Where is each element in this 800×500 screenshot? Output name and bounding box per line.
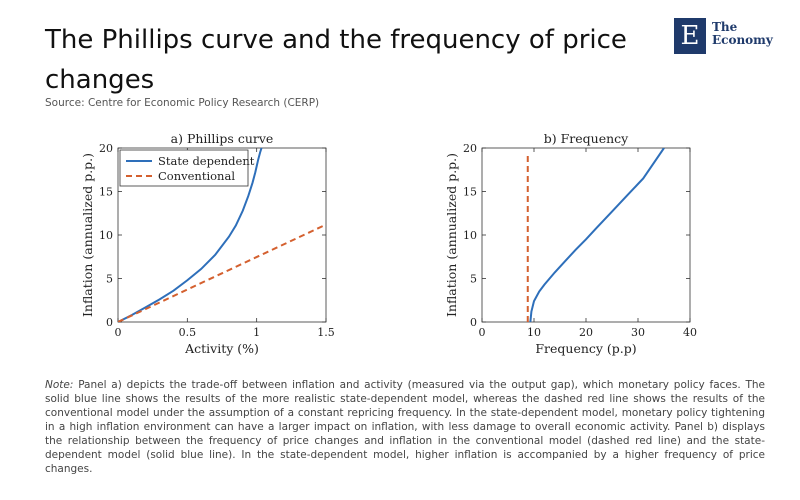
panel-b-frequency: b) Frequency 0 10 20 30 40 0 5 10 15 20 Frequency (… (444, 131, 697, 356)
panel-b-chart-title: b) Frequency (544, 131, 629, 146)
panel-a-y-tick-label: 10 (99, 229, 113, 242)
panel-b-x-tick-label: 40 (683, 326, 697, 339)
page-title: The Phillips curve and the frequency of … (45, 25, 627, 95)
panel-a-y-tick-label: 15 (99, 186, 113, 199)
charts-figure: a) Phillips curve 0 0.5 1 1.5 0 5 10 15 20 Activit… (80, 131, 697, 356)
the-economy-logo: E The Economy (674, 18, 774, 58)
note-label: Note: (45, 379, 74, 391)
panel-b-x-axis-label: Frequency (p.p) (535, 341, 636, 356)
source-line: Source: Centre for Economic Policy Resea… (45, 97, 320, 109)
panel-a-y-tick-label: 20 (99, 142, 113, 155)
panel-a-legend-box (119, 149, 249, 187)
panel-b-y-tick-label: 15 (463, 186, 477, 199)
panel-b-y-axis-label: Inflation (annualized p.p.) (444, 153, 459, 317)
panel-a-series-line-conventional (118, 223, 326, 322)
logo-text-line2: Economy (712, 33, 773, 47)
panel-b-y-tick-label: 5 (470, 273, 477, 286)
panel-a-y-tick-label: 0 (106, 316, 113, 329)
panel-a-y-axis-label: Inflation (annualized p.p.) (80, 153, 95, 317)
panel-a-x-axis-label: Activity (%) (184, 341, 259, 356)
note-text: Panel a) depicts the trade-off between i… (45, 379, 765, 475)
panel-b-y-tick-label: 0 (470, 316, 477, 329)
panel-a-chart-title: a) Phillips curve (171, 131, 274, 146)
panel-b-series-line-state-dependent (529, 148, 665, 322)
panel-a-y-tick-label: 5 (106, 273, 113, 286)
figure-note: Note: Panel a) depicts the trade-off bet… (45, 378, 765, 476)
logo-text-line1: The (712, 20, 738, 34)
panel-b-plot-frame (481, 147, 691, 323)
panel-a-legend-label: Conventional (158, 169, 235, 183)
panel-a-series-line-state-dependent (118, 148, 263, 322)
panel-b-x-tick-label: 10 (527, 326, 541, 339)
panel-a-phillips-curve: a) Phillips curve 0 0.5 1 1.5 0 5 10 15 20 Activit… (80, 131, 335, 356)
panel-a-x-tick-label: 0.5 (179, 326, 197, 339)
panel-b-y-tick-label: 10 (463, 229, 477, 242)
logo-letter: E (674, 18, 706, 54)
panel-b-x-tick-label: 0 (479, 326, 486, 339)
panel-a-legend-label: State dependent (158, 154, 255, 168)
logo-text: The Economy (712, 21, 773, 47)
panel-b-x-tick-label: 20 (579, 326, 593, 339)
panel-b-y-tick-label: 20 (463, 142, 477, 155)
panel-a-x-tick-label: 1.5 (317, 326, 335, 339)
panel-b-x-tick-label: 30 (631, 326, 645, 339)
panel-a-x-tick-label: 1 (253, 326, 260, 339)
panel-a-x-tick-label: 0 (115, 326, 122, 339)
